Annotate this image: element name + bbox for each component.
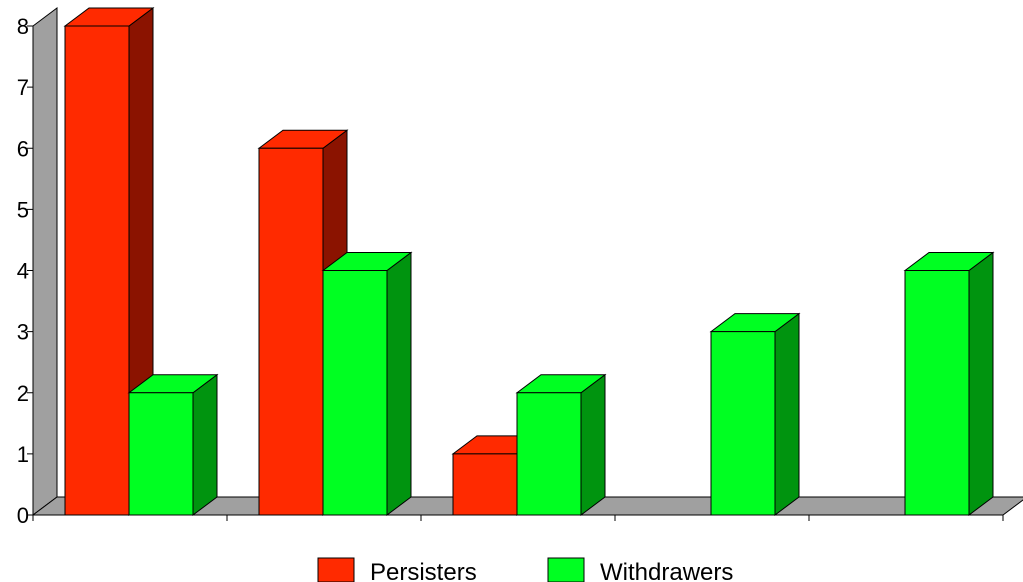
bar-front-face: [710, 331, 776, 516]
bar-side-face: [192, 373, 218, 516]
bar-front-face: [64, 25, 130, 516]
bar-front-face: [516, 392, 582, 516]
bar-withdrawers: [321, 251, 413, 516]
y-tick-label: 4: [17, 259, 29, 284]
bar-side-face: [968, 251, 994, 516]
bar-withdrawers: [515, 373, 607, 516]
bar-persisters: [63, 7, 155, 516]
bar-withdrawers: [709, 312, 801, 516]
legend-item-persisters: Persisters: [317, 557, 477, 582]
y-tick-label: 3: [17, 320, 29, 345]
legend-swatch: [547, 557, 585, 582]
y-tick-label: 2: [17, 381, 29, 406]
legend-label: Withdrawers: [600, 559, 733, 582]
y-tick-label: 5: [17, 197, 29, 222]
bar-withdrawers: [903, 251, 995, 516]
y-tick-label: 7: [17, 75, 29, 100]
legend-swatch: [317, 557, 355, 582]
chart-side-wall: [32, 7, 58, 516]
bar-front-face: [322, 270, 388, 516]
bar-withdrawers: [127, 373, 219, 516]
legend-label: Persisters: [370, 559, 477, 582]
y-tick-label: 6: [17, 136, 29, 161]
bar-front-face: [128, 392, 194, 516]
bar-side-face: [774, 312, 800, 516]
bar-front-face: [452, 453, 518, 516]
y-tick-label: 1: [17, 442, 29, 467]
bar-side-face: [580, 373, 606, 516]
bar-persisters: [257, 129, 349, 516]
bar-side-face: [386, 251, 412, 516]
legend-item-withdrawers: Withdrawers: [547, 557, 733, 582]
bar-front-face: [258, 147, 324, 516]
y-tick-label: 0: [17, 503, 29, 528]
bar-front-face: [904, 270, 970, 516]
y-tick-label: 8: [17, 14, 29, 39]
